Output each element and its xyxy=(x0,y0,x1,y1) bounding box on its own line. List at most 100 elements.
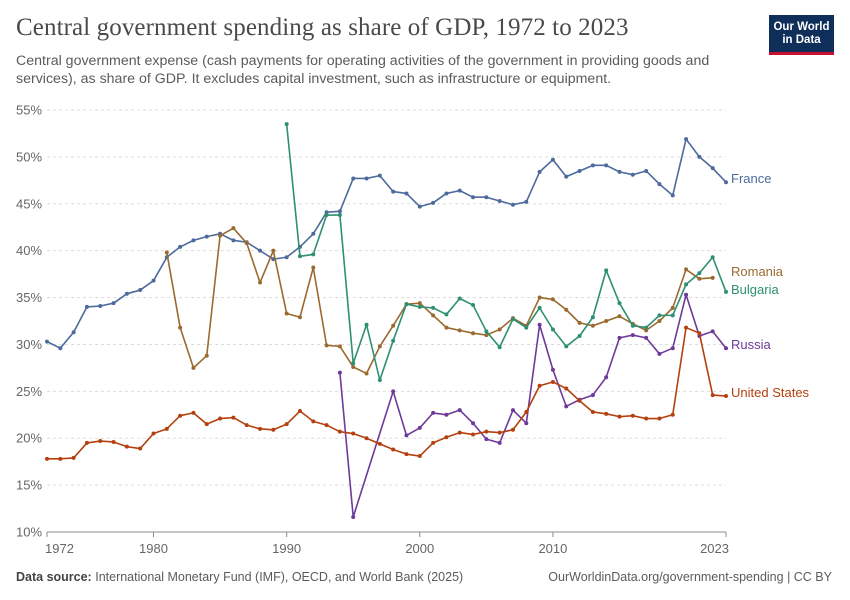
data-point xyxy=(337,209,342,214)
data-point xyxy=(351,514,356,519)
data-point xyxy=(537,295,542,300)
data-point xyxy=(617,335,622,340)
data-point xyxy=(550,327,555,332)
data-point xyxy=(231,415,236,420)
data-point xyxy=(377,378,382,383)
data-point xyxy=(524,199,529,204)
source-url[interactable]: OurWorldinData.org/government-spending |… xyxy=(548,570,832,584)
data-point xyxy=(484,437,489,442)
data-point xyxy=(657,351,662,356)
data-point xyxy=(484,195,489,200)
data-point xyxy=(111,439,116,444)
data-point xyxy=(364,322,369,327)
data-point xyxy=(564,386,569,391)
data-point xyxy=(471,303,476,308)
data-point xyxy=(138,446,143,451)
data-point xyxy=(138,288,143,293)
data-point xyxy=(644,168,649,173)
data-point xyxy=(284,422,289,427)
data-point xyxy=(537,305,542,310)
data-point xyxy=(324,423,329,428)
data-point xyxy=(324,213,329,218)
data-point xyxy=(684,282,689,287)
series-label: United States xyxy=(731,385,810,400)
series-line-france xyxy=(46,138,727,349)
data-point xyxy=(231,238,236,243)
data-point xyxy=(697,154,702,159)
data-point xyxy=(670,313,675,318)
x-tick-label: 1990 xyxy=(272,541,301,556)
data-point xyxy=(657,416,662,421)
data-point xyxy=(311,419,316,424)
data-point xyxy=(644,328,649,333)
data-point xyxy=(404,433,409,438)
data-point xyxy=(324,210,329,215)
data-point xyxy=(444,412,449,417)
data-point xyxy=(684,325,689,330)
data-point xyxy=(471,421,476,426)
data-point xyxy=(111,301,116,306)
y-tick-label: 50% xyxy=(16,149,42,164)
data-point xyxy=(590,393,595,398)
data-point xyxy=(670,346,675,351)
x-tick-label: 1980 xyxy=(139,541,168,556)
data-point xyxy=(324,343,329,348)
data-point xyxy=(630,333,635,338)
data-point xyxy=(98,439,103,444)
data-point xyxy=(724,346,728,351)
y-tick-label: 40% xyxy=(16,243,42,258)
data-point xyxy=(684,292,689,297)
owid-logo[interactable]: Our World in Data xyxy=(769,15,834,55)
data-point xyxy=(590,315,595,320)
data-point xyxy=(391,338,396,343)
data-point xyxy=(377,173,382,178)
series-line-united-states xyxy=(47,326,727,460)
data-point xyxy=(497,198,502,203)
data-point xyxy=(684,137,689,142)
data-point xyxy=(258,280,263,285)
data-point xyxy=(577,168,582,173)
data-point xyxy=(590,323,595,328)
data-point xyxy=(204,422,209,427)
data-point xyxy=(191,365,196,370)
y-tick-label: 55% xyxy=(16,103,42,118)
data-point xyxy=(617,301,622,306)
data-point xyxy=(391,389,396,394)
data-point xyxy=(351,361,356,366)
data-point xyxy=(457,188,462,193)
data-point xyxy=(644,416,649,421)
data-point xyxy=(724,394,728,399)
data-point xyxy=(191,238,196,243)
data-point xyxy=(471,432,476,437)
data-point xyxy=(431,305,436,310)
data-point xyxy=(71,455,76,460)
data-point xyxy=(431,313,436,318)
data-point xyxy=(178,413,183,418)
data-point xyxy=(297,254,302,259)
series-label: Russia xyxy=(731,337,772,352)
data-point xyxy=(630,323,635,328)
data-point xyxy=(58,346,63,351)
data-point xyxy=(231,226,236,231)
data-point xyxy=(524,421,529,426)
data-point xyxy=(577,334,582,339)
data-point xyxy=(657,313,662,318)
y-tick-label: 25% xyxy=(16,384,42,399)
series-labels: France Romania Bulgaria Russia United States xyxy=(731,171,810,400)
data-source-label: Data source: xyxy=(16,570,92,584)
data-point xyxy=(391,447,396,452)
data-point xyxy=(417,204,422,209)
x-tick-label: 1972 xyxy=(45,541,74,556)
data-point xyxy=(431,200,436,205)
data-point xyxy=(710,329,715,334)
x-axis-ticks: 1972 1980 1990 2000 2010 2023 xyxy=(45,532,729,556)
data-point xyxy=(431,410,436,415)
data-point xyxy=(45,339,49,344)
data-point xyxy=(670,412,675,417)
y-tick-label: 15% xyxy=(16,478,42,493)
data-point xyxy=(178,325,183,330)
data-point xyxy=(417,425,422,430)
data-point xyxy=(710,393,715,398)
data-point xyxy=(71,330,76,335)
